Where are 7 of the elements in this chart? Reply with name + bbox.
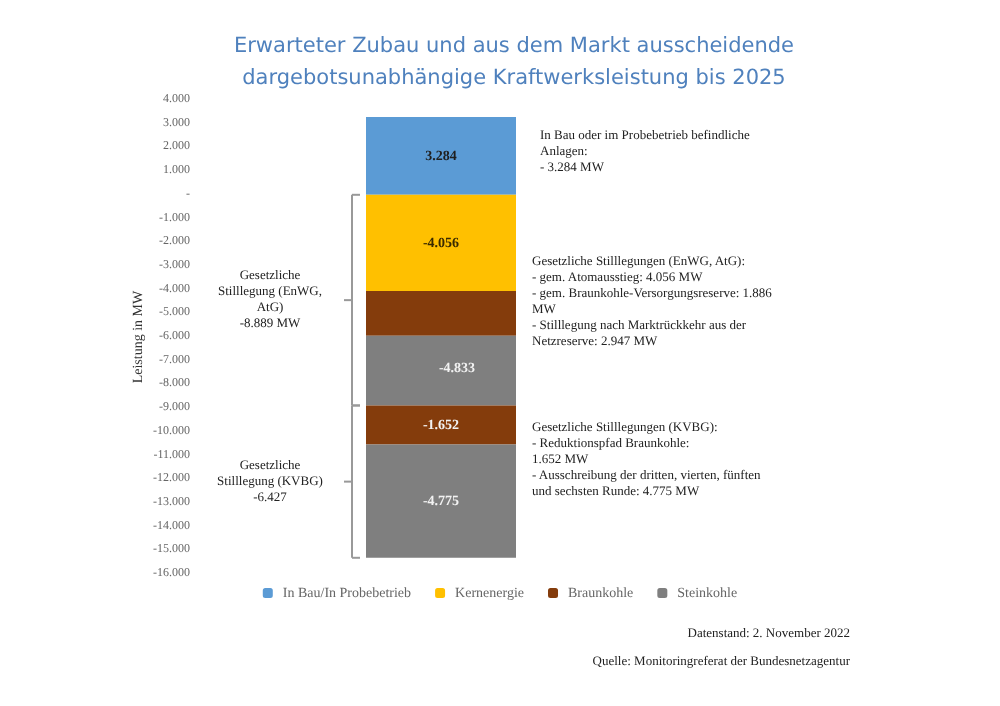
bar xyxy=(366,194,516,291)
bar xyxy=(366,444,516,558)
bar xyxy=(366,335,516,406)
bar xyxy=(366,290,516,336)
bar xyxy=(366,116,516,195)
bar xyxy=(366,405,516,445)
chart-title: Erwarteter Zubau und aus dem Markt ausscheidende dargebotsunabhängige Kraftwerksleistung bis 2025 xyxy=(233,34,795,90)
